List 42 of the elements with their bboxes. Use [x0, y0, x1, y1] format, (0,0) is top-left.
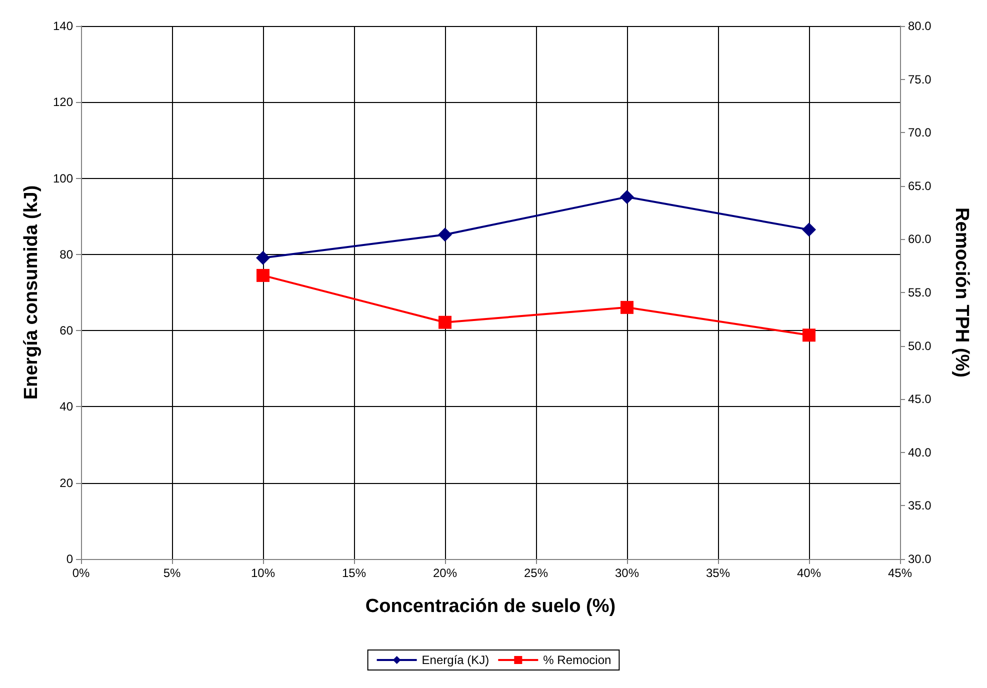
y-tick-label: 140 [52, 19, 74, 33]
x-tick-label: 35% [706, 566, 730, 580]
y-tick-label: 120 [52, 95, 74, 110]
legend-label: % Remocion [543, 653, 612, 667]
point [802, 222, 816, 237]
y-tick-label: 0 [66, 552, 74, 566]
x-tick-label: 15% [342, 566, 366, 580]
y-tick-label: 100 [52, 171, 74, 186]
y2-tick-label: 55.0 [908, 286, 932, 300]
y2-tick-label: 70.0 [908, 126, 932, 140]
x-tick-label: 5% [163, 566, 181, 580]
y2-tick-label: 80.0 [908, 19, 932, 33]
y2-tick-label: 30.0 [908, 552, 932, 566]
x-tick-label: 25% [524, 566, 548, 580]
x-tick-label: 20% [432, 566, 458, 580]
y-tick-label: 40 [60, 400, 74, 414]
x-tick-label: 10% [250, 566, 276, 580]
point [256, 268, 270, 282]
x-axis-title: Concentración de suelo (%) [365, 596, 616, 617]
y2-tick-label: 50.0 [908, 338, 932, 353]
y-tick-label: 60 [60, 324, 74, 338]
y2-tick-label: 60.0 [908, 232, 932, 246]
y2-tick-label: 75.0 [908, 72, 932, 86]
x-tick-label: 45% [888, 566, 912, 580]
y-tick-label: 80 [60, 247, 74, 262]
point [438, 228, 452, 242]
y2-axis-title: Remoción TPH (%) [951, 208, 972, 378]
x-tick-label: 0% [72, 566, 90, 580]
y2-tick-label: 40.0 [908, 445, 932, 460]
x-tick-label: 40% [796, 566, 822, 580]
y-axis-title: Energía consumida (kJ) [21, 185, 42, 400]
y2-tick-label: 35.0 [908, 498, 932, 513]
point [620, 300, 634, 314]
legend-label: Energía (KJ) [422, 653, 490, 667]
point [802, 328, 816, 342]
point [438, 316, 452, 329]
y2-tick-label: 45.0 [908, 392, 932, 406]
y2-tick-label: 65.0 [908, 178, 932, 193]
point [256, 250, 270, 265]
y-tick-label: 20 [60, 476, 74, 490]
point [620, 190, 634, 204]
x-tick-label: 30% [614, 566, 640, 580]
